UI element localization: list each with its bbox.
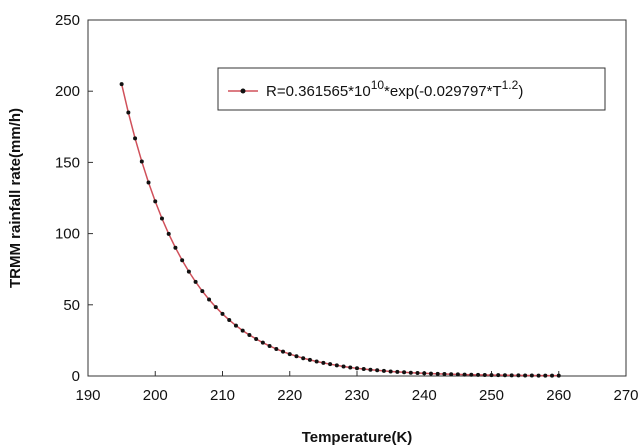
data-point: [422, 371, 427, 376]
data-point: [489, 373, 494, 378]
data-point: [287, 352, 292, 357]
data-point: [294, 354, 299, 359]
y-tick-label: 150: [55, 154, 80, 171]
x-tick-label: 260: [546, 387, 571, 404]
data-point: [550, 373, 555, 378]
data-point: [213, 305, 218, 310]
data-point: [482, 373, 487, 378]
data-point: [449, 372, 454, 377]
data-point: [193, 279, 198, 284]
x-tick-label: 200: [143, 387, 168, 404]
data-point: [240, 328, 245, 333]
data-point: [556, 373, 561, 378]
y-tick-label: 100: [55, 226, 80, 243]
data-point: [254, 336, 259, 341]
data-point: [153, 199, 158, 204]
legend-superscript: 1.2: [502, 78, 519, 92]
data-point: [536, 373, 541, 378]
legend-text: R=0.361565*10: [266, 83, 371, 100]
data-point: [186, 269, 191, 274]
data-point: [381, 368, 386, 373]
data-point: [133, 136, 138, 141]
data-point: [476, 372, 481, 377]
data-point: [341, 364, 346, 369]
data-point: [139, 159, 144, 164]
x-tick-label: 190: [75, 387, 100, 404]
data-point: [146, 180, 151, 185]
data-point: [166, 231, 171, 236]
x-tick-label: 210: [210, 387, 235, 404]
data-point: [435, 371, 440, 376]
x-tick-label: 270: [613, 387, 638, 404]
y-tick-label: 200: [55, 83, 80, 100]
x-tick-label: 240: [412, 387, 437, 404]
data-point: [274, 346, 279, 351]
legend-text: ): [518, 83, 523, 100]
data-point: [126, 110, 131, 115]
data-point: [180, 258, 185, 263]
data-point: [281, 349, 286, 354]
data-point: [307, 357, 312, 362]
data-point: [301, 356, 306, 361]
data-point: [375, 368, 380, 373]
x-tick-label: 230: [344, 387, 369, 404]
data-point: [455, 372, 460, 377]
data-point: [402, 370, 407, 375]
legend-marker: [240, 88, 246, 94]
data-point: [368, 367, 373, 372]
data-point: [543, 373, 548, 378]
series-line: [120, 83, 559, 377]
data-point: [233, 323, 238, 328]
data-point: [408, 370, 413, 375]
legend-box: [217, 67, 606, 111]
data-point: [334, 363, 339, 368]
data-point: [415, 371, 420, 376]
legend-label: R=0.361565*1010*exp(-0.029797*T1.2): [266, 78, 523, 100]
data-point: [469, 372, 474, 377]
data-point: [502, 373, 507, 378]
data-point: [388, 369, 393, 374]
data-point: [516, 373, 521, 378]
y-tick-label: 50: [63, 297, 80, 314]
data-point: [529, 373, 534, 378]
data-point: [314, 359, 319, 364]
legend-superscript: 10: [371, 78, 385, 92]
x-tick-label: 220: [277, 387, 302, 404]
data-point: [361, 367, 366, 372]
y-axis-label: TRMM rainfall rate(mm/h): [7, 108, 24, 288]
data-point: [348, 365, 353, 370]
data-point: [462, 372, 467, 377]
data-point: [267, 343, 272, 348]
data-point: [173, 245, 178, 250]
data-point: [159, 216, 164, 221]
data-point: [442, 372, 447, 377]
data-point: [355, 366, 359, 371]
data-point: [328, 362, 333, 367]
data-point: [496, 373, 501, 378]
data-point: [428, 371, 433, 376]
x-axis-label: Temperature(K): [302, 429, 413, 446]
data-point: [247, 332, 252, 337]
legend-text: *exp(-0.029797*T: [384, 83, 502, 100]
data-point: [395, 369, 400, 374]
data-point: [523, 373, 528, 378]
data-point: [227, 318, 232, 323]
y-tick-label: 250: [55, 12, 80, 29]
data-point: [119, 82, 124, 87]
data-point: [321, 360, 326, 365]
data-point: [200, 289, 205, 294]
data-point: [260, 340, 265, 345]
data-point: [207, 297, 212, 302]
x-tick-label: 250: [479, 387, 504, 404]
data-point: [509, 373, 514, 378]
y-tick-label: 0: [72, 368, 80, 385]
data-point: [220, 311, 225, 316]
